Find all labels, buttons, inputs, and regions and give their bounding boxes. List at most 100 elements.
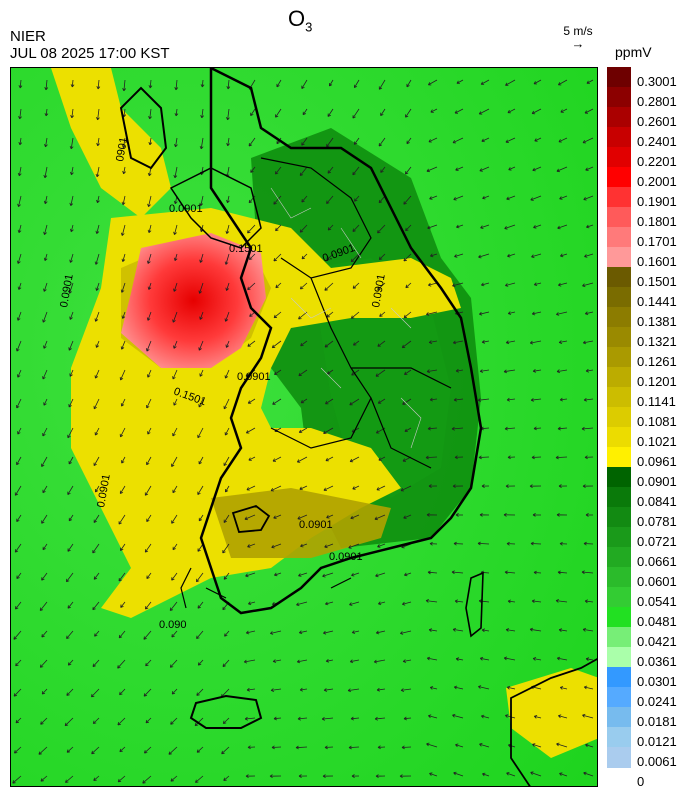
wind-vector <box>171 456 178 467</box>
wind-vector <box>226 79 231 90</box>
wind-vector <box>143 688 152 697</box>
legend-label: 0.1081 <box>637 414 677 429</box>
wind-vector <box>302 108 308 116</box>
wind-vector <box>198 398 204 408</box>
wind-vector <box>428 484 438 488</box>
wind-vector <box>117 717 126 726</box>
wind-vector <box>477 398 490 402</box>
wind-vector <box>273 514 282 519</box>
wind-vector <box>403 311 412 319</box>
legend-label: 0.0781 <box>637 514 677 529</box>
wind-vector <box>301 195 308 203</box>
wind-vector <box>297 514 308 520</box>
wind-vector <box>15 601 22 610</box>
wind-vector <box>17 369 22 378</box>
wind-vector <box>196 688 204 696</box>
wind-vector <box>583 685 594 690</box>
wind-vector <box>196 746 204 753</box>
wind-vector <box>273 716 282 721</box>
legend-label: 0.0361 <box>637 654 677 669</box>
wind-vector <box>479 742 490 748</box>
wind-vector <box>380 166 386 173</box>
wind-vector <box>18 79 23 89</box>
wind-vector <box>426 369 438 374</box>
wind-vector <box>223 775 230 781</box>
wind-vector <box>378 253 386 260</box>
wind-vector <box>144 485 152 496</box>
legend-swatch <box>607 727 631 748</box>
wind-vector <box>200 108 205 119</box>
wind-arrow-icon: → <box>571 36 585 51</box>
wind-vector <box>453 771 464 777</box>
wind-vector <box>65 775 74 783</box>
wind-vector <box>505 137 516 143</box>
wind-vector <box>352 166 360 176</box>
wind-vector <box>325 601 334 606</box>
wind-vector <box>248 137 256 147</box>
wind-vector <box>324 543 334 549</box>
contour-label: 0901 <box>114 136 130 162</box>
wind-vector <box>505 282 516 287</box>
wind-vector <box>322 572 334 578</box>
wind-vector <box>351 774 360 778</box>
tsushima-island <box>465 571 484 638</box>
wind-vector <box>430 108 438 113</box>
wind-vector <box>556 512 568 517</box>
wind-vector <box>327 224 334 231</box>
wind-vector <box>173 282 178 292</box>
wind-vector <box>350 311 360 319</box>
wind-vector <box>558 484 568 488</box>
wind-vector <box>352 224 360 232</box>
wind-vector <box>380 108 386 117</box>
wind-vector <box>403 716 412 721</box>
legend-label: 0.2601 <box>637 114 677 129</box>
wind-vector <box>43 282 48 292</box>
wind-vector <box>402 398 412 405</box>
wind-vector <box>69 311 74 320</box>
wind-vector <box>556 369 568 374</box>
wind-vector <box>453 685 464 690</box>
wind-vector <box>17 253 22 264</box>
wind-vector <box>559 195 568 200</box>
wind-vector <box>70 108 75 119</box>
wind-vector <box>275 282 282 289</box>
wind-vector <box>14 543 22 553</box>
wind-vector <box>378 195 386 204</box>
wind-vector <box>224 427 230 436</box>
wind-vector <box>581 570 594 575</box>
contour-label: 0.0901 <box>237 371 271 383</box>
wind-vector <box>247 340 256 347</box>
wind-vector <box>377 224 386 234</box>
wind-vector <box>147 253 152 264</box>
wind-vector <box>146 398 152 409</box>
wind-vector <box>323 485 334 491</box>
wind-vector <box>222 659 230 668</box>
wind-vector <box>376 485 386 491</box>
wind-vector <box>271 745 282 750</box>
wind-vector <box>68 282 74 294</box>
wind-vector <box>197 659 204 666</box>
wind-vector <box>96 195 100 204</box>
legend-swatch <box>607 487 631 508</box>
legend-label: 0.1501 <box>637 274 677 289</box>
wind-vector <box>327 166 334 174</box>
wind-vector <box>16 311 22 321</box>
wind-vector <box>323 688 334 692</box>
wind-vector <box>171 514 178 524</box>
wind-vector <box>584 311 594 316</box>
wind-vector <box>325 398 334 405</box>
wind-vector <box>172 427 178 437</box>
wind-vector <box>529 484 542 489</box>
wind-vector <box>402 601 412 606</box>
wind-vector <box>351 369 360 376</box>
wind-vector <box>452 340 464 345</box>
legend-label: 0.0181 <box>637 714 677 729</box>
wind-vector <box>530 771 542 777</box>
wind-vector <box>583 771 594 777</box>
wind-vector <box>92 659 100 668</box>
wind-vector <box>531 455 542 460</box>
wind-vector <box>272 398 282 405</box>
wind-vector <box>171 572 178 581</box>
wind-vector <box>456 79 464 84</box>
legend-swatch <box>607 747 631 768</box>
